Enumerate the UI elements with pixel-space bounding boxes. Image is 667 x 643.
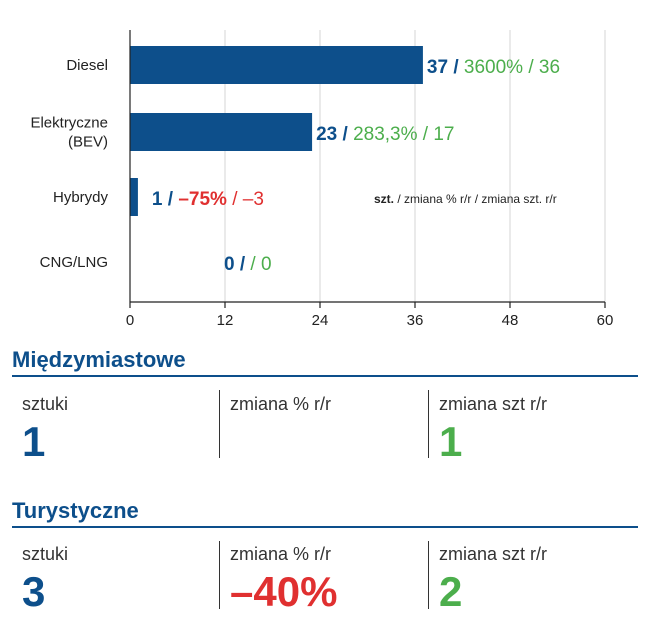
category-label: CNG/LNG xyxy=(40,254,108,271)
stat-label: zmiana szt r/r xyxy=(439,544,548,564)
stat-column-divider xyxy=(428,390,429,458)
stat-value: 1 xyxy=(22,418,46,465)
x-tick-label: 36 xyxy=(407,312,424,329)
category-label: Elektryczne (BEV) xyxy=(30,115,108,151)
stat-value: 1 xyxy=(439,418,463,465)
section-title-miedzymiastowe: Międzymiastowe xyxy=(12,347,186,372)
stat-label: sztuki xyxy=(22,394,69,414)
x-tick-label: 48 xyxy=(502,312,519,329)
stat-value: –40% xyxy=(230,568,338,615)
stat-label: zmiana % r/r xyxy=(230,544,332,564)
stat-value: 3 xyxy=(22,568,46,615)
section-title-turystyczne: Turystyczne xyxy=(12,498,139,523)
stat-zmiana-szt-miedzymiastowe: zmiana szt r/r 1 xyxy=(439,394,547,464)
category-label: Hybrydy xyxy=(53,189,109,206)
stat-value: 2 xyxy=(439,568,463,615)
stat-label: zmiana szt r/r xyxy=(439,394,548,414)
section-divider xyxy=(12,375,638,377)
stat-zmiana-szt-turystyczne: zmiana szt r/r 2 xyxy=(439,544,547,614)
legend-note: szt. / zmiana % r/r / zmiana szt. r/r xyxy=(374,192,557,206)
stat-zmiana-procent-turystyczne: zmiana % r/r –40% xyxy=(230,544,337,614)
bar-1 xyxy=(130,113,313,151)
bar-2 xyxy=(130,178,138,216)
stat-label: zmiana % r/r xyxy=(230,394,332,414)
bar-0 xyxy=(130,46,423,84)
bar-chart: 0 12 24 36 48 60 Diesel Elektryczne (BEV) Hybrydy… xyxy=(30,30,614,329)
stat-column-divider xyxy=(428,541,429,609)
stat-zmiana-procent-miedzymiastowe: zmiana % r/r xyxy=(230,394,331,420)
stat-sztuki-miedzymiastowe: sztuki 1 xyxy=(22,394,68,464)
stat-sztuki-turystyczne: sztuki 3 xyxy=(22,544,68,614)
x-tick-label: 60 xyxy=(597,312,614,329)
x-tick-label: 24 xyxy=(312,312,329,329)
x-tick-label: 0 xyxy=(126,312,134,329)
data-label: 0 / / 0 xyxy=(224,254,272,275)
stat-column-divider xyxy=(219,541,220,609)
data-label: 1 / –75% / –3 xyxy=(152,189,264,210)
category-label: Diesel xyxy=(66,57,108,74)
stat-column-divider xyxy=(219,390,220,458)
data-label: 23 / 283,3% / 17 xyxy=(316,124,454,145)
data-label: 37 / 3600% / 36 xyxy=(427,57,560,78)
stat-label: sztuki xyxy=(22,544,69,564)
section-divider xyxy=(12,526,638,528)
x-tick-label: 12 xyxy=(217,312,234,329)
